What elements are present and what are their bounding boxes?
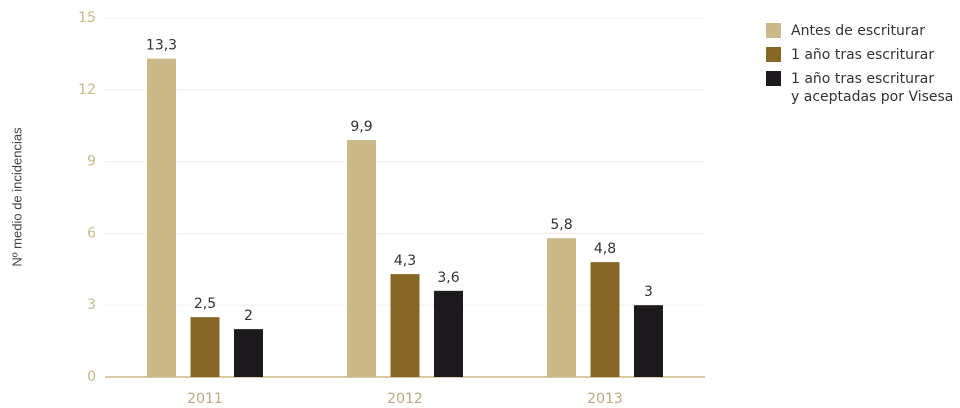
value-label: 3 xyxy=(644,284,653,300)
x-tick-label: 2013 xyxy=(587,391,623,407)
value-label: 4,8 xyxy=(594,241,616,257)
value-label: 3,6 xyxy=(437,270,459,286)
y-tick-label: 12 xyxy=(78,82,96,98)
x-tick-label: 2011 xyxy=(187,391,223,407)
bar xyxy=(147,58,176,377)
legend-item: 1 año tras escriturar xyxy=(766,46,953,64)
legend-label: 1 año tras escriturar y aceptadas por Vi… xyxy=(791,71,954,105)
legend-item: Antes de escriturar xyxy=(766,22,953,40)
legend-swatch xyxy=(766,47,781,62)
bar xyxy=(547,238,576,377)
y-tick-label: 3 xyxy=(87,297,96,313)
bar xyxy=(234,329,263,377)
y-tick-label: 9 xyxy=(87,154,96,170)
bar xyxy=(634,305,663,377)
legend-label: 1 año tras escriturar xyxy=(791,47,935,63)
bar xyxy=(590,262,620,377)
legend-label: Antes de escriturar xyxy=(791,23,925,39)
legend: Antes de escriturar 1 año tras escriturar… xyxy=(766,22,953,112)
value-label: 13,3 xyxy=(146,38,177,54)
value-label: 2 xyxy=(244,308,253,324)
y-tick-label: 0 xyxy=(87,369,96,385)
y-tick-label: 6 xyxy=(87,225,96,241)
legend-item: 1 año tras escriturar y aceptadas por Vi… xyxy=(766,70,953,106)
y-axis-label: Nº medio de incidencias xyxy=(9,127,24,267)
bar xyxy=(434,290,463,377)
x-tick-label: 2012 xyxy=(387,391,423,407)
value-label: 5,8 xyxy=(550,217,572,233)
legend-swatch xyxy=(766,71,781,86)
value-label: 2,5 xyxy=(194,296,216,312)
value-label: 9,9 xyxy=(350,119,372,135)
y-tick-label: 15 xyxy=(78,10,96,26)
bar xyxy=(190,317,220,377)
bar xyxy=(390,274,420,377)
value-label: 4,3 xyxy=(394,253,416,269)
legend-swatch xyxy=(766,23,781,38)
bar xyxy=(347,140,376,377)
